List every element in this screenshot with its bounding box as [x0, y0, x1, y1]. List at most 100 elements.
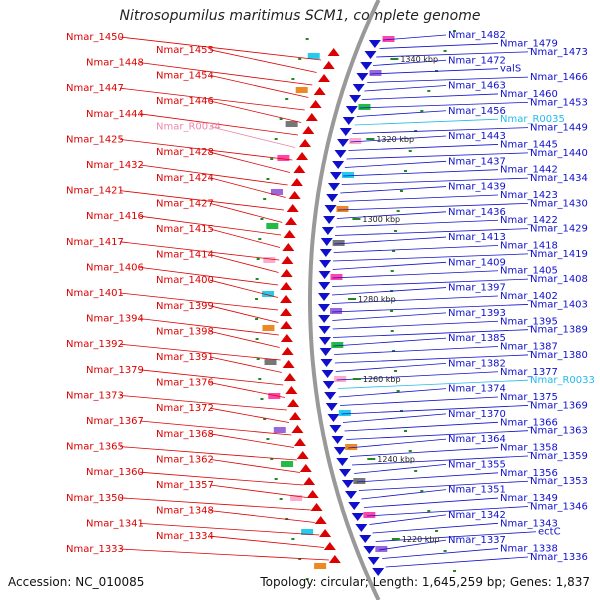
outer-tick: [266, 178, 270, 180]
cog-block: [268, 393, 281, 399]
right-leader-line: [379, 43, 499, 49]
left-leader-line: [119, 395, 287, 411]
outer-tick: [270, 158, 274, 160]
gene-labels: Nmar_1450 Nmar_1455 Nmar_1448 Nmar_1454 Nmar…: [66, 30, 595, 563]
left-gene-label: Nmar_1399: [156, 301, 214, 312]
right-gene-label: Nmar_1453: [530, 97, 588, 108]
right-gene-label: Nmar_1402: [500, 291, 558, 302]
reverse-gene-arrow: [281, 347, 294, 355]
cog-block: [338, 410, 351, 416]
accession-text: Accession: NC_010085: [8, 575, 145, 589]
inner-tick: [404, 170, 408, 172]
right-leader-line: [382, 548, 499, 559]
reverse-gene-arrow: [305, 113, 318, 121]
right-gene-label: Nmar_1422: [500, 215, 558, 226]
kbp-labels: 1340 kbp 1320 kbp 1300 kbp 1280 kbp 1260 kbp…: [348, 55, 440, 544]
left-gene-label: Nmar_1427: [156, 198, 214, 209]
forward-gene-arrow: [367, 557, 380, 565]
forward-gene-arrow: [318, 326, 331, 334]
right-gene-label: Nmar_1479: [500, 38, 558, 49]
right-gene-label: Nmar_1337: [448, 535, 506, 546]
forward-gene-arrow: [337, 139, 350, 147]
outer-tick: [266, 438, 270, 440]
inner-tick: [394, 370, 398, 372]
cog-block: [290, 495, 303, 501]
right-gene-label: Nmar_1369: [530, 400, 588, 411]
forward-gene-arrow: [318, 271, 331, 279]
inner-tick: [408, 450, 412, 452]
inner-tick: [443, 550, 447, 552]
forward-gene-arrow: [322, 381, 335, 389]
cog-block: [266, 223, 279, 229]
inner-tick: [443, 50, 447, 52]
right-leader-line: [340, 186, 447, 194]
forward-gene-arrow: [352, 84, 365, 92]
right-gene-label: Nmar_1374: [448, 384, 506, 395]
right-leader-line: [334, 346, 499, 355]
forward-gene-arrow: [320, 359, 333, 367]
right-leader-line: [346, 152, 529, 160]
right-leader-line: [341, 405, 529, 415]
forward-gene-arrow: [318, 282, 331, 290]
left-leader-line: [209, 459, 300, 473]
reverse-gene-arrow: [309, 100, 322, 108]
cog-block: [301, 529, 314, 535]
forward-gene-arrow: [327, 414, 340, 422]
right-gene-label: Nmar_1346: [530, 501, 588, 512]
right-gene-label: Nmar_1377: [500, 367, 558, 378]
right-gene-label: Nmar_1375: [500, 392, 558, 403]
outer-tick: [258, 238, 262, 240]
right-leader-line: [370, 68, 499, 75]
right-gene-label: Nmar_1355: [448, 459, 506, 470]
reverse-gene-arrow: [296, 451, 309, 459]
forward-gene-arrow: [345, 106, 358, 114]
forward-gene-arrow: [332, 161, 345, 169]
reverse-gene-arrow: [286, 204, 299, 212]
right-gene-label: Nmar_1353: [530, 476, 588, 487]
right-gene-label: Nmar_1364: [448, 434, 506, 445]
right-gene-label: Nmar_1434: [530, 173, 588, 184]
right-leader-line: [358, 480, 529, 491]
left-leader-line: [209, 331, 280, 348]
left-gene-label: Nmar_1357: [156, 480, 214, 491]
left-leader-line: [209, 484, 307, 498]
forward-gene-arrow: [336, 458, 349, 466]
right-leader-line: [332, 304, 529, 313]
forward-gene-arrow: [319, 260, 332, 268]
left-leader-line: [139, 369, 284, 386]
forward-gene-arrow: [318, 293, 331, 301]
left-gene-label: Nmar_1334: [156, 531, 214, 542]
forward-gene-arrow: [360, 62, 373, 70]
left-leader-line: [209, 75, 309, 98]
outer-tick: [255, 338, 259, 340]
forward-gene-arrow: [327, 183, 340, 191]
right-gene-label: Nmar_1445: [500, 139, 558, 150]
left-gene-label: Nmar_1444: [86, 109, 144, 120]
reverse-gene-arrow: [303, 477, 316, 485]
inner-tick: [394, 230, 398, 232]
right-gene-label: Nmar_1343: [500, 518, 558, 529]
right-leader-line: [333, 253, 529, 262]
left-gene-label: Nmar_R0034: [156, 122, 221, 133]
right-leader-line: [337, 379, 529, 389]
right-leader-line: [344, 421, 499, 432]
inner-tick: [453, 30, 457, 32]
left-gene-label: Nmar_1372: [156, 403, 214, 414]
right-leader-line: [366, 506, 529, 517]
forward-gene-arrow: [320, 238, 333, 246]
right-leader-line: [335, 219, 499, 228]
left-leader-line: [209, 126, 296, 148]
right-gene-label: Nmar_1366: [500, 417, 558, 428]
right-gene-label: Nmar_1430: [530, 198, 588, 209]
forward-gene-arrow: [342, 117, 355, 125]
outer-tick: [298, 58, 302, 60]
right-gene-label: Nmar_1382: [448, 358, 506, 369]
inner-tick: [453, 570, 457, 572]
leader-lines: [119, 34, 537, 568]
cog-block: [336, 206, 349, 212]
right-leader-line: [332, 320, 499, 330]
cog-block: [295, 87, 308, 93]
inner-tick: [420, 490, 424, 492]
left-leader-line: [209, 228, 281, 248]
right-leader-line: [363, 497, 499, 508]
